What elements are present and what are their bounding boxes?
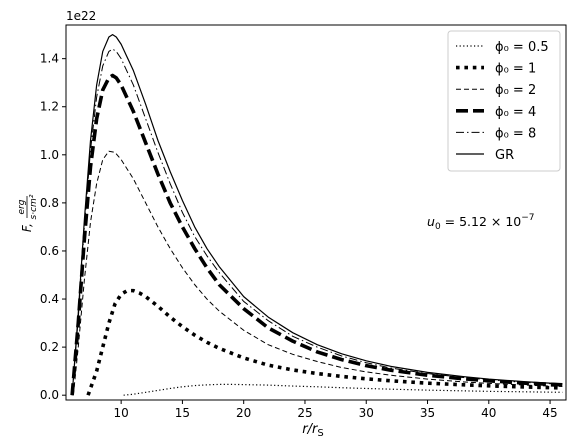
y-tick-label: 1.0 <box>40 148 59 162</box>
series-line-6 <box>71 34 563 396</box>
x-tick-label: 45 <box>542 406 557 420</box>
legend-label: GR <box>495 148 514 163</box>
legend-label: ϕ₀ = 1 <box>495 62 536 77</box>
legend-label: ϕ₀ = 8 <box>495 126 536 141</box>
svg-text:s·cm²: s·cm² <box>29 194 39 219</box>
x-tick-label: 30 <box>359 406 374 420</box>
y-tick-label: 1.4 <box>40 52 59 66</box>
legend: ϕ₀ = 0.5 ϕ₀ = 1 ϕ₀ = 2 ϕ₀ = 4 ϕ₀ = 8 GR <box>447 30 561 172</box>
series-line-2 <box>86 288 563 396</box>
x-tick-label: 20 <box>236 406 251 420</box>
y-tick-label: 0.0 <box>40 388 59 402</box>
y-offset-label: 1e22 <box>66 9 96 23</box>
series-line-5 <box>71 48 563 396</box>
x-tick-label: 40 <box>481 406 496 420</box>
y-tick-label: 0.4 <box>40 292 59 306</box>
x-tick-label: 15 <box>175 406 190 420</box>
x-tick-label: 35 <box>420 406 435 420</box>
x-tick-label: 10 <box>114 406 129 420</box>
legend-label: ϕ₀ = 0.5 <box>495 40 549 55</box>
legend-label: ϕ₀ = 4 <box>495 105 536 120</box>
x-tick-label: 25 <box>297 406 312 420</box>
svg-text:erg: erg <box>17 199 27 214</box>
legend-label: ϕ₀ = 2 <box>495 83 536 98</box>
y-axis-label: F, erg s·cm² <box>17 194 39 232</box>
svg-text:F,: F, <box>20 223 34 232</box>
u0-annotation: u0 = 5.12 × 10−7 <box>427 213 535 232</box>
ticks-layer: 10 15 20 25 30 35 40 45 0.0 0.2 0.4 0.6 0.8 1.0 1.2 1.4 <box>40 52 558 420</box>
y-tick-label: 1.2 <box>40 100 59 114</box>
series-layer <box>70 34 563 396</box>
y-tick-label: 0.8 <box>40 196 59 210</box>
y-tick-label: 0.6 <box>40 244 59 258</box>
plot-frame <box>65 24 567 401</box>
y-tick-label: 0.2 <box>40 340 59 354</box>
series-line-3 <box>72 150 563 396</box>
